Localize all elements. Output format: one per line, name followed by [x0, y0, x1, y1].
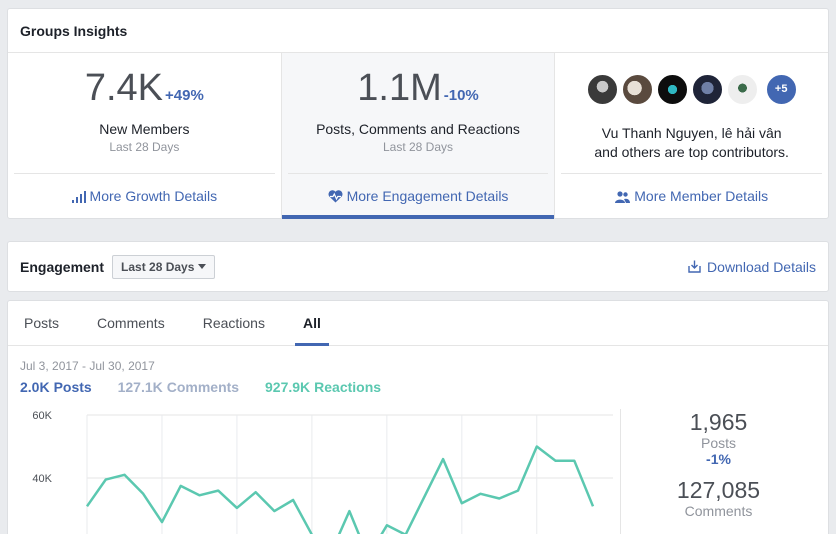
- y-tick-label: 60K: [32, 410, 52, 422]
- legend-reactions[interactable]: 927.9K Reactions: [265, 379, 381, 395]
- more-growth-details-link[interactable]: More Growth Details: [14, 173, 275, 204]
- new-members-value: 7.4K: [84, 67, 164, 109]
- avatar[interactable]: [690, 73, 724, 106]
- legend-comments-value: 127.1K: [117, 379, 163, 395]
- legend-comments[interactable]: 127.1K Comments: [118, 379, 240, 395]
- legend-posts-name: Posts: [53, 379, 92, 395]
- growth-column[interactable]: 7.4K +49% New Members Last 28 Days More G…: [8, 53, 282, 219]
- heart-pulse-icon: [328, 190, 343, 203]
- engagement-title: Engagement: [20, 258, 105, 275]
- avatar[interactable]: [655, 73, 689, 106]
- new-members-change: +49%: [165, 87, 204, 104]
- tab-reactions[interactable]: Reactions: [202, 315, 265, 331]
- groups-insights-card: Groups Insights 7.4K +49% New Members Las…: [7, 8, 829, 219]
- bar-chart-icon: [71, 191, 86, 203]
- chart-date-range: Jul 3, 2017 - Jul 30, 2017: [20, 359, 155, 373]
- tab-all[interactable]: All: [294, 301, 329, 346]
- engagement-chart: 60K 40K: [32, 410, 613, 534]
- more-member-details-label: More Member Details: [634, 188, 769, 204]
- tab-posts[interactable]: Posts: [24, 315, 60, 331]
- engagement-period: Last 28 Days: [382, 140, 454, 154]
- engagement-label: Posts, Comments and Reactions: [316, 121, 520, 137]
- chart-legend: 2.0K Posts 127.1K Comments 927.9K Reactions: [20, 379, 403, 395]
- more-growth-details-label: More Growth Details: [89, 188, 218, 204]
- stats-summary: 1,965 Posts -1% 127,085 Comments: [620, 409, 816, 534]
- top-contributors-text: Vu Thanh Nguyen, lê hải vân and others a…: [594, 125, 789, 160]
- more-engagement-details-link[interactable]: More Engagement Details: [287, 173, 549, 204]
- avatar[interactable]: [585, 73, 619, 106]
- more-engagement-details-label: More Engagement Details: [346, 188, 509, 204]
- download-icon: [688, 260, 701, 273]
- tab-comments[interactable]: Comments: [97, 315, 165, 331]
- legend-reactions-value: 927.9K: [265, 379, 311, 395]
- date-range-dropdown[interactable]: Last 28 Days: [112, 254, 216, 279]
- avatar[interactable]: [725, 73, 759, 106]
- caret-down-icon: [198, 263, 207, 269]
- download-details-label: Download Details: [707, 258, 816, 275]
- new-members-label: New Members: [99, 121, 190, 137]
- posts-total-label: Posts: [700, 435, 736, 451]
- comments-total-label: Comments: [684, 503, 753, 519]
- card-title: Groups Insights: [8, 9, 828, 53]
- engagement-tabs: Posts Comments Reactions All: [8, 301, 828, 346]
- people-icon: [615, 191, 631, 203]
- engagement-change: -10%: [443, 87, 479, 104]
- download-details-link[interactable]: Download Details: [688, 259, 816, 275]
- posts-total: 1,965: [689, 409, 748, 435]
- date-range-value: Last 28 Days: [121, 259, 195, 274]
- engagement-value: 1.1M: [357, 67, 442, 109]
- legend-posts[interactable]: 2.0K Posts: [20, 379, 92, 395]
- more-contributors-badge[interactable]: +5: [764, 73, 798, 106]
- more-member-details-link[interactable]: More Member Details: [561, 173, 823, 204]
- engagement-panel: Posts Comments Reactions All Jul 3, 2017…: [7, 300, 829, 534]
- posts-change: -1%: [706, 451, 731, 467]
- legend-comments-name: Comments: [166, 379, 240, 395]
- members-column[interactable]: +5 Vu Thanh Nguyen, lê hải vân and other…: [555, 53, 828, 219]
- y-tick-label: 40K: [32, 473, 52, 485]
- avatar[interactable]: [620, 73, 654, 106]
- engagement-column[interactable]: 1.1M -10% Posts, Comments and Reactions L…: [281, 53, 556, 219]
- growth-period: Last 28 Days: [109, 140, 180, 154]
- engagement-header: Engagement Last 28 Days Download Details: [7, 241, 829, 292]
- comments-total: 127,085: [676, 477, 761, 503]
- legend-posts-value: 2.0K: [20, 379, 50, 395]
- legend-reactions-name: Reactions: [314, 379, 382, 395]
- series-line-reactions[interactable]: [85, 445, 595, 534]
- contributor-avatars: +5: [555, 73, 828, 106]
